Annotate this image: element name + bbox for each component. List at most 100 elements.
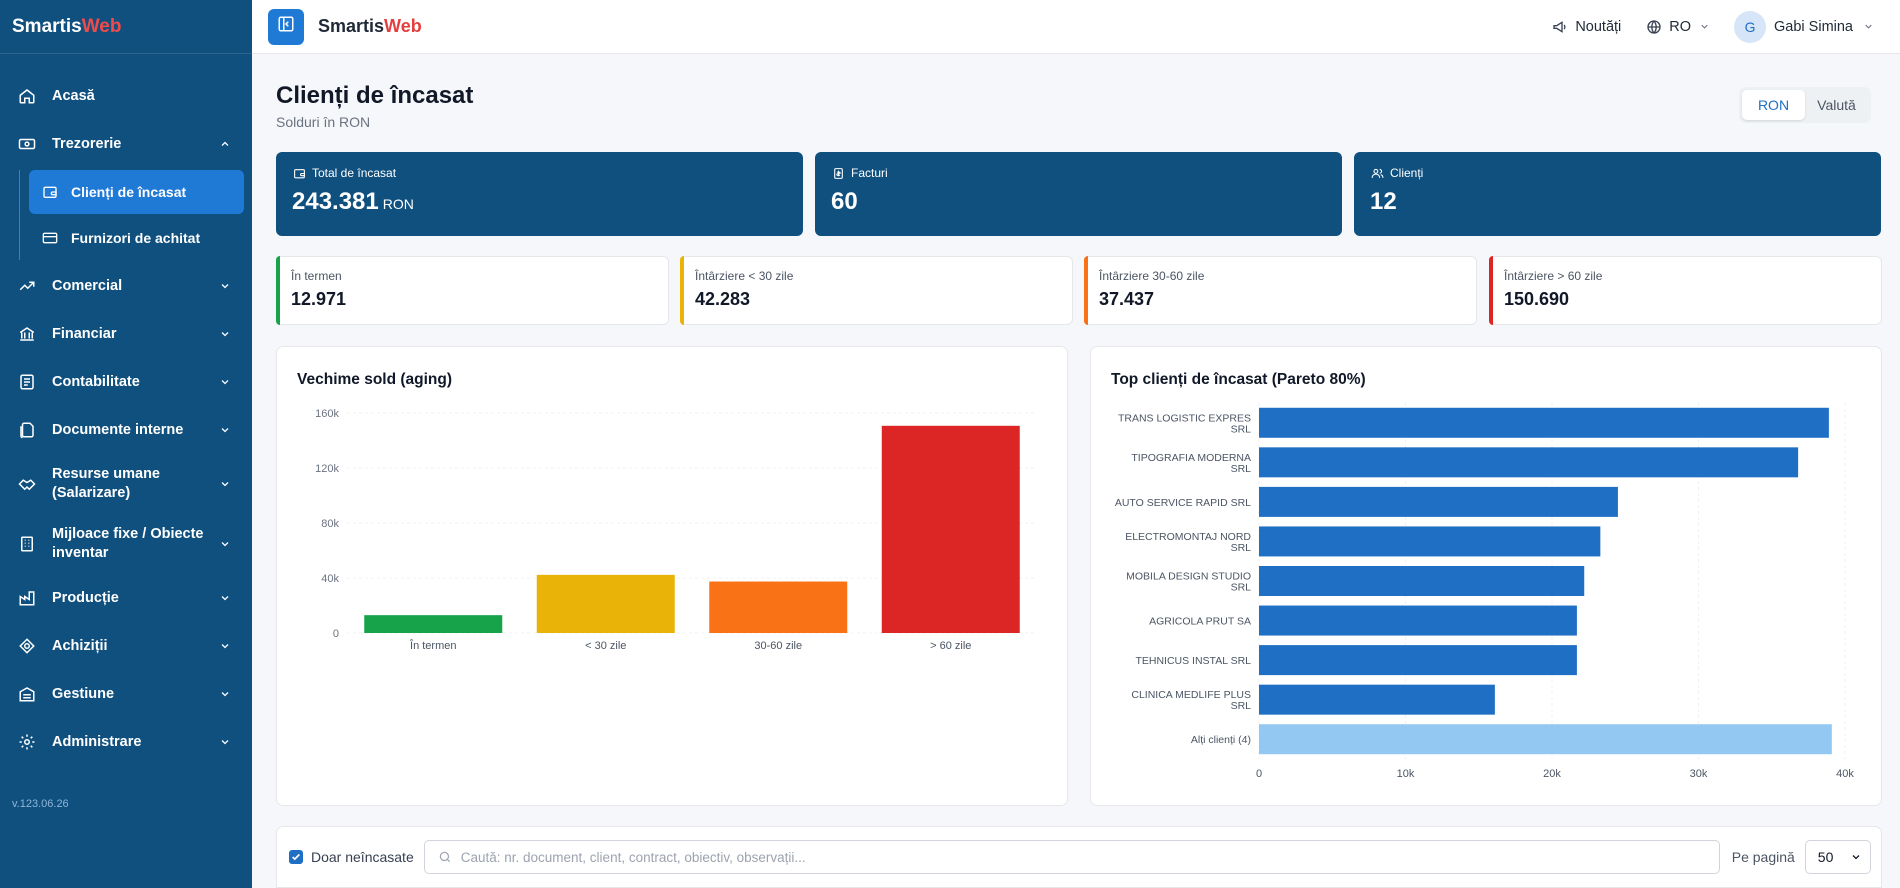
- brand-part1: Smartis: [318, 16, 385, 36]
- y-tick-label-line: SRL: [1231, 542, 1252, 554]
- main-content: Clienți de încasat Solduri în RON RON Va…: [252, 54, 1900, 888]
- aging-chart-panel: Vechime sold (aging) 0 40k 80k 120k 160k În t…: [276, 346, 1068, 806]
- wallet-icon: [41, 183, 59, 201]
- currency-ron-button[interactable]: RON: [1742, 90, 1805, 120]
- y-tick-label: TEHNICUS INSTAL SRL: [1135, 655, 1251, 667]
- bar: [1259, 486, 1618, 517]
- y-tick-label: ELECTROMONTAJ NORD SRL: [1125, 531, 1251, 554]
- sidebar-item-label: Mijloace fixe / Obiecte inventar: [52, 526, 204, 561]
- sidebar-item-resurse-umane[interactable]: Resurse umane (Salarizare): [0, 454, 252, 514]
- submenu-trezorerie: Clienți de încasat Furnizori de achitat: [0, 170, 252, 260]
- bar: [1259, 684, 1495, 715]
- sidebar-item-mijloace-fixe[interactable]: Mijloace fixe / Obiecte inventar: [0, 514, 252, 574]
- sidebar-item-clienti-de-incasat[interactable]: Clienți de încasat: [29, 170, 244, 214]
- bank-icon: [16, 323, 38, 345]
- x-tick-label: 30-60 zile: [754, 640, 802, 652]
- aging-bar-chart: 0 40k 80k 120k 160k În termen < 30 zile 30-60 z…: [315, 408, 1037, 652]
- y-tick-label: CLINICA MEDLIFE PLUS SRL: [1131, 689, 1251, 712]
- invoice-icon: [831, 166, 845, 180]
- chevron-down-icon: [218, 375, 232, 389]
- bar: [1259, 605, 1577, 636]
- aging-value: 42.283: [695, 289, 751, 309]
- x-tick-label: În termen: [409, 639, 456, 652]
- bar: [709, 581, 848, 633]
- bar: [881, 425, 1020, 633]
- purchase-icon: [16, 635, 38, 657]
- megaphone-icon: [1551, 18, 1569, 36]
- sidebar-item-productie[interactable]: Producție: [0, 574, 252, 622]
- currency-valuta-button[interactable]: Valută: [1817, 97, 1856, 113]
- y-tick-label: MOBILA DESIGN STUDIO SRL: [1126, 571, 1251, 594]
- chevron-down-icon: [218, 735, 232, 749]
- currency-toggle: RON Valută: [1739, 87, 1871, 123]
- aging-card-30-60: Întârziere 30-60 zile 37.437: [1084, 256, 1477, 325]
- top-bar-actions: Noutăți RO G Gabi Simina: [1527, 10, 1874, 43]
- top-bar: SmartisWeb Noutăți RO G Gabi Simina: [252, 0, 1900, 54]
- chevron-down-icon: [218, 279, 232, 293]
- only-unpaid-checkbox[interactable]: [289, 850, 303, 864]
- kpi-unit: RON: [382, 196, 414, 212]
- x-tick-label: 20k: [1543, 768, 1561, 780]
- user-menu[interactable]: G Gabi Simina: [1734, 10, 1874, 43]
- building-icon: [16, 533, 38, 555]
- kpi-value: 60: [831, 188, 858, 215]
- y-tick-label: TRANS LOGISTIC EXPRES SRL: [1118, 412, 1251, 435]
- sidebar-item-financiar[interactable]: Financiar: [0, 310, 252, 358]
- chart-title: Top clienți de încasat (Pareto 80%): [1111, 371, 1366, 388]
- app-version: v.123.06.26: [12, 798, 69, 810]
- bar: [536, 574, 675, 633]
- y-tick-label-line: SRL: [1231, 423, 1252, 435]
- x-tick-label: 30k: [1690, 768, 1708, 780]
- sidebar-toggle-button[interactable]: [268, 8, 304, 45]
- search-icon: [437, 849, 453, 865]
- news-button[interactable]: Noutăți: [1551, 18, 1621, 36]
- kpi-label: Total de încasat: [312, 166, 397, 180]
- cash-icon: [16, 133, 38, 155]
- x-tick-label: 40k: [1836, 768, 1854, 780]
- search-input[interactable]: [460, 849, 1719, 865]
- bar: [1259, 526, 1601, 557]
- y-tick-label: AUTO SERVICE RAPID SRL: [1115, 497, 1251, 509]
- chevron-down-icon: [218, 591, 232, 605]
- sidebar-item-contabilitate[interactable]: Contabilitate: [0, 358, 252, 406]
- language-selector[interactable]: RO: [1645, 18, 1710, 36]
- sidebar-item-administrare[interactable]: Administrare: [0, 718, 252, 766]
- sidebar-item-documente-interne[interactable]: Documente interne: [0, 406, 252, 454]
- y-tick-label-line: Alți clienți (4): [1191, 734, 1251, 746]
- sidebar-item-label: Gestiune: [52, 685, 115, 702]
- home-icon: [16, 85, 38, 107]
- per-page-select[interactable]: 50: [1804, 840, 1871, 874]
- aging-label: Întârziere 30-60 zile: [1099, 269, 1205, 283]
- aging-card-under-30: Întârziere < 30 zile 42.283: [680, 256, 1073, 325]
- chevron-down-icon: [218, 327, 232, 341]
- sidebar-item-label: Financiar: [52, 325, 117, 342]
- brand-part2: Web: [81, 15, 122, 37]
- aging-card-over-60: Întârziere > 60 zile 150.690: [1489, 256, 1882, 325]
- brand-logo[interactable]: Smartis Web: [0, 0, 252, 54]
- x-tick-label: 10k: [1397, 768, 1415, 780]
- pareto-chart-panel: Top clienți de încasat (Pareto 80%) 0 10k…: [1090, 346, 1882, 806]
- sidebar-item-achizitii[interactable]: Achiziții: [0, 622, 252, 670]
- sidebar-item-comercial[interactable]: Comercial: [0, 262, 252, 310]
- y-tick-label: Alți clienți (4): [1191, 734, 1251, 746]
- trend-icon: [16, 275, 38, 297]
- sidebar-item-label: Administrare: [52, 733, 142, 750]
- bar: [1259, 407, 1829, 438]
- chevron-down-icon: [218, 639, 232, 653]
- brand-part2: Web: [384, 16, 422, 36]
- aging-stripe: [1084, 256, 1088, 325]
- sidebar-item-label: Furnizori de achitat: [71, 230, 201, 246]
- sidebar-item-furnizori-de-achitat[interactable]: Furnizori de achitat: [29, 216, 244, 260]
- aging-value: 150.690: [1504, 289, 1570, 309]
- sidebar-item-trezorerie[interactable]: Trezorerie: [0, 120, 252, 168]
- sidebar-item-gestiune[interactable]: Gestiune: [0, 670, 252, 718]
- aging-stripe: [276, 256, 280, 325]
- kpi-invoices-card: Facturi 60: [815, 152, 1342, 236]
- kpi-clients-card: Clienți 12: [1354, 152, 1881, 236]
- sidebar-item-acasa[interactable]: Acasă: [0, 72, 252, 120]
- y-tick-label-line: CLINICA MEDLIFE PLUS: [1131, 689, 1251, 701]
- aging-label: Întârziere > 60 zile: [1504, 269, 1603, 283]
- only-unpaid-label[interactable]: Doar neîncasate: [311, 849, 414, 865]
- kpi-total-card: Total de încasat 243.381 RON: [276, 152, 803, 236]
- news-label: Noutăți: [1575, 18, 1622, 35]
